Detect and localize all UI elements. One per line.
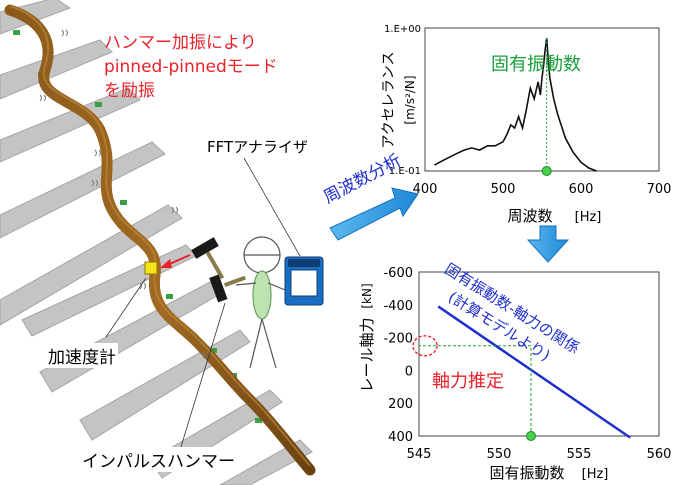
y-tick-label: 0 <box>405 364 413 379</box>
y-tick-label: 200 <box>388 397 413 412</box>
natural-frequency-label: 固有振動数 <box>491 54 581 75</box>
x-axis-label: 固有振動数 <box>489 464 564 482</box>
impulse-hammer-lower <box>209 274 246 303</box>
analysis-arrow <box>329 187 419 241</box>
x-tick-label: 550 <box>487 447 512 462</box>
y-tick-label: 400 <box>388 430 413 445</box>
x-tick-label: 400 <box>413 182 438 197</box>
y-tick-label: 1.E-01 <box>389 166 421 177</box>
peak-marker <box>541 166 552 176</box>
note-line: を励振 <box>104 81 155 101</box>
down-arrow <box>526 225 570 263</box>
relation-line <box>437 305 631 439</box>
x-tick-label: 500 <box>491 182 516 197</box>
y-tick-label: 1.E+00 <box>384 24 421 35</box>
track-illustration <box>0 0 324 485</box>
impulse-hammer-label: インパルスハンマー <box>80 447 237 472</box>
note-line: ハンマー加振により <box>104 33 257 53</box>
x-axis-label: 周波数 <box>507 207 552 225</box>
plot-area <box>424 27 660 172</box>
x-tick-label: 700 <box>647 182 672 197</box>
y-tick-label: -200 <box>383 332 413 347</box>
impulse-hammer <box>191 237 225 280</box>
hammer-excitation-note: ハンマー加振により pinned-pinnedモード を励振 <box>104 31 278 103</box>
x-tick-label: 560 <box>647 447 672 462</box>
sleeper <box>0 141 166 239</box>
chart-axial-force: 545 550 555 560 -600 -400 -200 0 200 400 レール軸力 [… <box>358 266 671 482</box>
x-tick-label: 545 <box>407 447 432 462</box>
estimate-result-marker <box>412 335 438 357</box>
x-axis-unit: [Hz] <box>582 467 609 482</box>
x-tick-label: 600 <box>569 182 594 197</box>
estimate-start-marker <box>526 431 536 441</box>
plot-area <box>418 271 660 437</box>
fft-analyzer <box>284 256 324 306</box>
chart-frequency-response: 400 500 600 700 1.E+00 1.E-01 アクセレランス [m/s²… <box>381 24 671 225</box>
frequency-response-curve <box>434 37 597 172</box>
x-tick-labels: 400 500 600 700 <box>413 182 672 197</box>
x-tick-label: 555 <box>567 447 592 462</box>
series-line <box>434 37 597 172</box>
axial-force-estimate-label: 軸力推定 <box>430 367 506 393</box>
y-axis-label: レール軸力 <box>358 317 376 392</box>
y-tick-labels: -600 -400 -200 0 200 400 <box>383 266 413 445</box>
y-axis-unit: [kN] <box>360 283 374 308</box>
y-tick-label: -400 <box>383 299 413 314</box>
fft-analyzer-label: FFTアナライザ <box>207 138 308 156</box>
sleeper <box>0 87 141 163</box>
note-line: pinned-pinnedモード <box>104 57 278 77</box>
y-axis-label: アクセレランス <box>381 51 397 148</box>
y-axis-unit: [m/s²/N] <box>403 75 417 124</box>
relation-line <box>437 305 631 439</box>
y-tick-label: -600 <box>383 266 413 281</box>
x-axis-unit: [Hz] <box>575 210 602 225</box>
sleeper <box>0 39 113 100</box>
vibration-marks <box>39 29 209 359</box>
accelerometer <box>144 261 158 275</box>
accelerometer-label: 加速度計 <box>46 343 118 368</box>
x-tick-labels: 545 550 555 560 <box>407 447 672 462</box>
operator <box>235 236 291 369</box>
callout-lines <box>105 157 301 451</box>
estimate-guides <box>419 345 532 436</box>
